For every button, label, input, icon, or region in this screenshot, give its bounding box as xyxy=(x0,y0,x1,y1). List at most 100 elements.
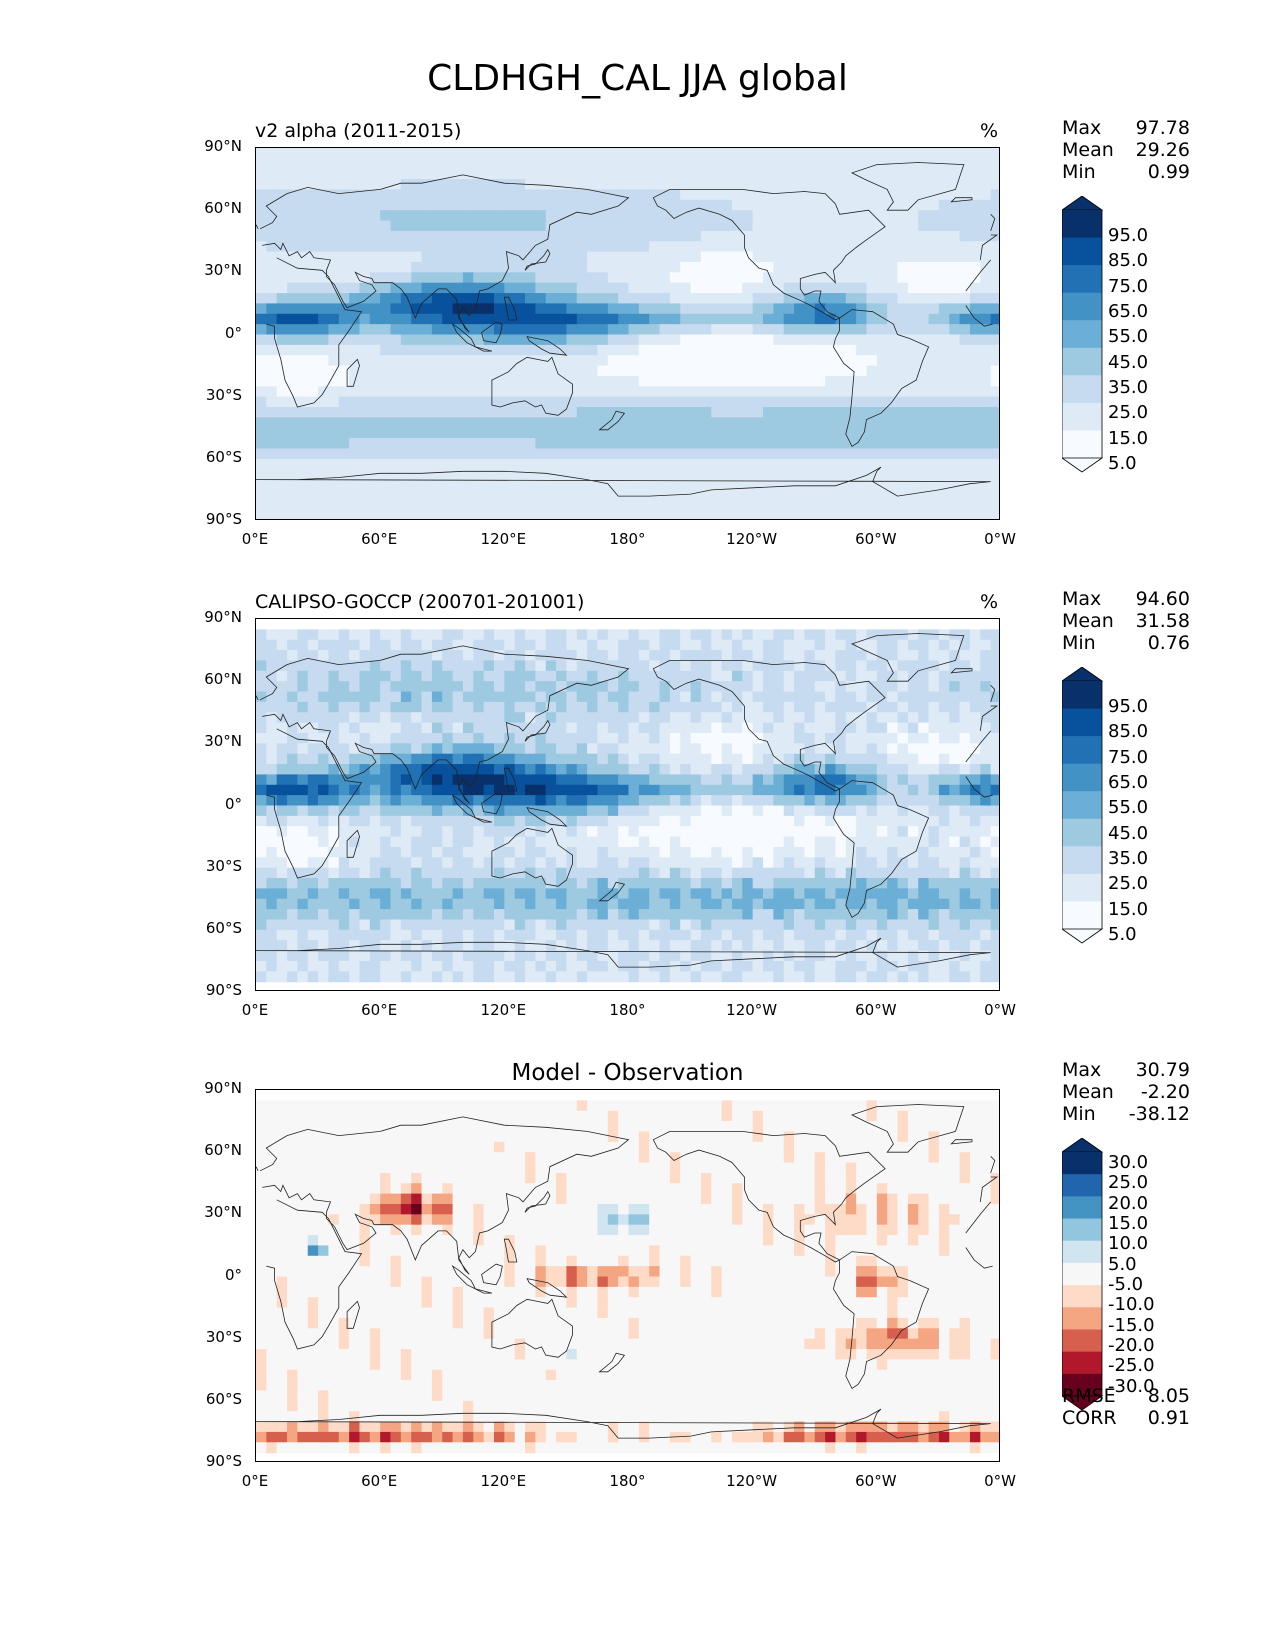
stat-label: Max xyxy=(1062,117,1102,139)
colorbar-tick-label: 35.0 xyxy=(1108,847,1149,869)
coastline xyxy=(256,224,259,229)
colorbar-swatch xyxy=(1062,1262,1102,1286)
lon-tick-label: 120°W xyxy=(726,1472,778,1490)
lon-tick-label: 0°W xyxy=(984,1001,1016,1019)
lon-tick-label: 0°E xyxy=(241,530,269,548)
coastline xyxy=(524,719,551,742)
lon-tick-label: 60°W xyxy=(855,530,897,548)
lon-tick-label: 0°W xyxy=(984,1472,1016,1490)
colorbar-swatch xyxy=(1062,1329,1102,1353)
colorbar-tick-label: -30.0 xyxy=(1108,1375,1155,1397)
colorbar-tick-label: 85.0 xyxy=(1108,250,1149,272)
coastline xyxy=(979,1176,999,1202)
colorbar-swatch xyxy=(1062,846,1102,875)
colorbar-tick-label: 55.0 xyxy=(1108,797,1149,819)
stat-value: 31.58 xyxy=(1135,610,1190,632)
lon-tick-label: 60°E xyxy=(361,1472,398,1490)
coastline xyxy=(965,776,993,798)
colorbar-tick-label: 5.0 xyxy=(1108,923,1137,945)
colorbar-tick-label: -20.0 xyxy=(1108,1334,1155,1356)
map-plot xyxy=(255,618,1000,991)
colorbar-tick-label: -15.0 xyxy=(1108,1314,1155,1336)
coastline xyxy=(832,780,930,918)
lon-tick-label: 60°W xyxy=(855,1472,897,1490)
coastline xyxy=(598,881,626,902)
colorbar-swatch xyxy=(1062,763,1102,792)
colorbar-tick-label: 95.0 xyxy=(1108,695,1149,717)
stat-value: 29.26 xyxy=(1135,139,1190,161)
coastline xyxy=(950,197,973,203)
colorbar-swatch xyxy=(1062,402,1102,431)
coastline xyxy=(950,1139,973,1145)
colorbar-tick-label: 30.0 xyxy=(1108,1151,1149,1173)
lat-tick-label: 90°S xyxy=(205,510,242,528)
coastline xyxy=(850,162,965,211)
lon-tick-label: 120°E xyxy=(480,1472,527,1490)
colorbar-tick-label: 85.0 xyxy=(1108,721,1149,743)
coastline xyxy=(266,1199,363,1350)
colorbar-swatch xyxy=(1062,1196,1102,1220)
lat-tick-label: 30°S xyxy=(205,1327,242,1346)
coastline xyxy=(481,321,503,344)
coastline xyxy=(850,1104,965,1153)
metric-value: 8.05 xyxy=(1147,1385,1190,1407)
colorbar-swatch xyxy=(1062,320,1102,349)
lat-tick-label: 90°N xyxy=(204,137,242,155)
coastline xyxy=(979,705,999,731)
lat-tick-label: 90°N xyxy=(204,608,242,626)
colorbar: 30.0 25.0 20.0 15.0 10.0 5.0 -5.0 -10.0 -15.0 -20… xyxy=(1060,1137,1192,1418)
metric-label: CORR xyxy=(1062,1407,1117,1429)
coastline xyxy=(990,214,996,232)
colorbar-tick-label: 10.0 xyxy=(1108,1233,1149,1255)
coastline xyxy=(256,1408,991,1439)
colorbar-swatch xyxy=(1062,375,1102,404)
colorbar-swatch xyxy=(1062,1351,1102,1375)
field-contours xyxy=(256,629,999,983)
field-contours xyxy=(256,148,999,519)
panel-subtitle: v2 alpha (2011-2015) xyxy=(255,120,462,142)
colorbar-swatch xyxy=(1062,1174,1102,1197)
panel-subtitle: CALIPSO-GOCCP (200701-201001) xyxy=(255,591,585,613)
coastline xyxy=(965,259,992,292)
colorbar-tick-label: 75.0 xyxy=(1108,275,1149,297)
coastline xyxy=(346,358,360,387)
coastline xyxy=(598,1352,626,1373)
stats-box: Max 94.60 Mean 31.58 Min 0.76 xyxy=(1062,588,1190,654)
colorbar-tick-label: 20.0 xyxy=(1108,1192,1149,1214)
lat-tick-label: 0° xyxy=(224,1265,242,1284)
coastline xyxy=(598,410,626,431)
colorbar-swatch xyxy=(1062,292,1102,321)
lat-tick-label: 90°S xyxy=(205,1452,242,1470)
panel-subtitle: Model - Observation xyxy=(511,1060,744,1086)
lon-tick-label: 120°E xyxy=(480,1001,527,1019)
coastline xyxy=(491,356,573,416)
metrics-box: RMSE 8.05 CORR 0.91 xyxy=(1062,1385,1190,1429)
colorbar-tick-label: 15.0 xyxy=(1108,898,1149,920)
coastline xyxy=(259,174,630,333)
coastline xyxy=(475,1288,492,1294)
coastline xyxy=(266,728,363,879)
lon-tick-label: 120°W xyxy=(726,530,778,548)
stat-label: Min xyxy=(1062,632,1096,654)
stat-label: Mean xyxy=(1062,610,1114,632)
stat-value: 30.79 xyxy=(1135,1059,1190,1081)
colorbar-tick-label: -25.0 xyxy=(1108,1355,1155,1377)
colorbar-tick-label: 65.0 xyxy=(1108,300,1149,322)
colorbar-swatch xyxy=(1062,681,1102,710)
colorbar-swatch xyxy=(1062,736,1102,765)
colorbar-tick-label: 45.0 xyxy=(1108,822,1149,844)
coastline xyxy=(503,767,518,792)
lat-tick-label: 30°N xyxy=(204,732,242,751)
colorbar-swatch xyxy=(1062,210,1102,239)
lon-tick-label: 60°W xyxy=(855,1001,897,1019)
colorbar-tick-label: 95.0 xyxy=(1108,224,1149,246)
coastline xyxy=(979,234,999,260)
coastline xyxy=(481,792,503,815)
colorbar-tick-label: 65.0 xyxy=(1108,771,1149,793)
lat-tick-label: 30°N xyxy=(204,261,242,280)
colorbar-swatch xyxy=(1062,265,1102,294)
stat-label: Min xyxy=(1062,1103,1096,1125)
coastline xyxy=(475,817,492,823)
coastline xyxy=(950,668,973,674)
lat-tick-label: 60°S xyxy=(205,447,242,466)
